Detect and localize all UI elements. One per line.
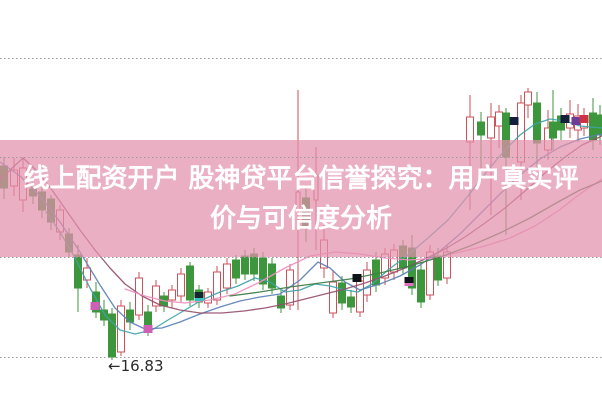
signal-marker-accent: [404, 283, 414, 286]
candle-up: [177, 273, 185, 297]
candle-up: [223, 263, 231, 289]
candle-down: [549, 121, 557, 139]
candle-down: [338, 282, 346, 304]
candle-down: [186, 265, 194, 301]
candle-up: [466, 116, 474, 143]
signal-marker: [143, 325, 153, 333]
candle-down: [241, 255, 249, 275]
candle-down: [434, 255, 442, 281]
gridlines-layer: [0, 58, 602, 358]
signal-marker: [560, 115, 570, 123]
candle-up: [213, 271, 221, 301]
candle-down: [417, 269, 425, 303]
signal-marker: [90, 302, 100, 310]
candle-up: [135, 277, 143, 316]
candle-down: [232, 259, 240, 279]
signal-marker: [509, 117, 519, 125]
candle-down: [259, 257, 267, 285]
signal-marker: [579, 115, 589, 123]
low-price-annotation: ←16.83: [108, 357, 164, 375]
candle-up: [117, 305, 125, 353]
candle-up: [524, 91, 532, 106]
candle-up: [495, 111, 503, 127]
candle-down: [596, 114, 602, 136]
signal-marker: [194, 292, 204, 300]
candle-up: [152, 285, 160, 307]
candle-down: [347, 296, 355, 308]
candle-down: [477, 121, 485, 136]
signal-marker: [571, 117, 581, 125]
candle-up: [487, 116, 495, 139]
signal-marker-accent: [194, 298, 204, 301]
title-banner-overlay: [0, 140, 602, 257]
candle-down: [277, 295, 285, 309]
candle-down: [100, 309, 108, 321]
signal-marker: [404, 277, 414, 285]
candle-up: [329, 281, 337, 314]
signal-markers-layer: [90, 115, 589, 333]
candle-up: [168, 289, 176, 301]
signal-marker: [352, 274, 362, 282]
